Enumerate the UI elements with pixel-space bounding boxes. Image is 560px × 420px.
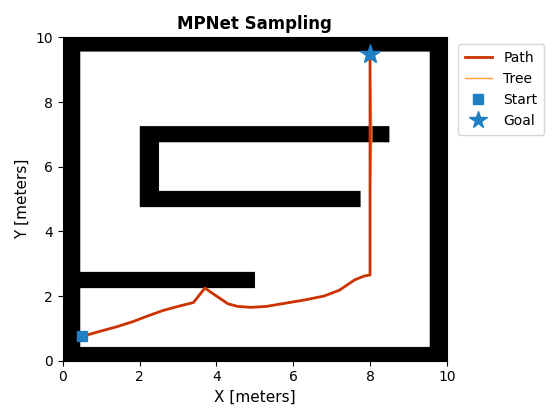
Title: MPNet Sampling: MPNet Sampling [178,15,332,33]
X-axis label: X [meters]: X [meters] [214,390,296,405]
Legend: Path, Tree, Start, Goal: Path, Tree, Start, Goal [458,44,544,135]
Y-axis label: Y [meters]: Y [meters] [15,159,30,239]
